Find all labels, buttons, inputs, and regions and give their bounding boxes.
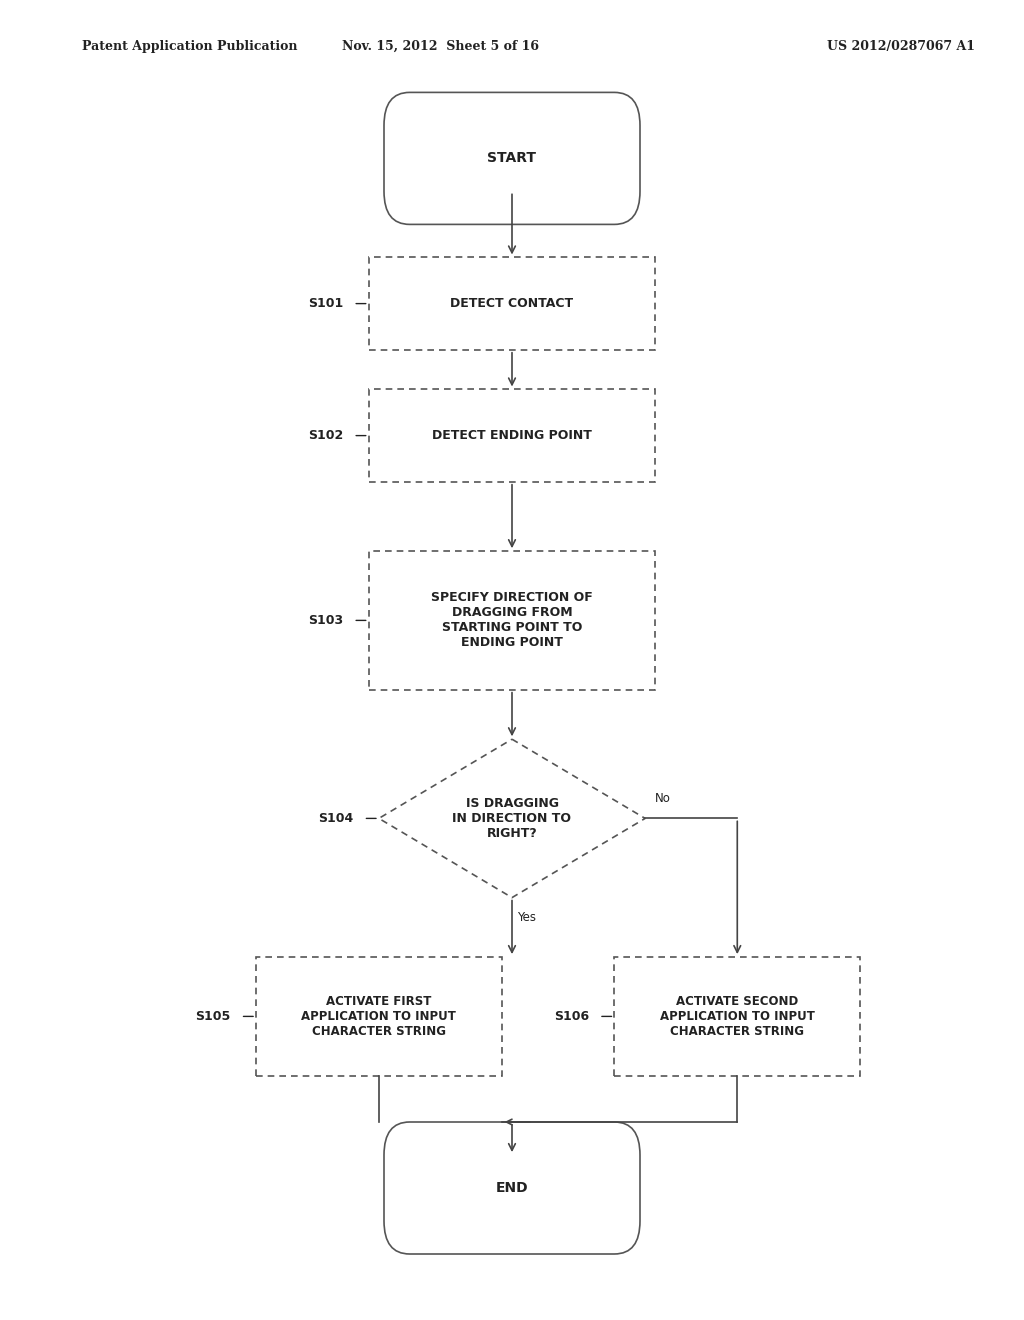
Text: S102: S102 [308, 429, 343, 442]
Text: FIG. 5: FIG. 5 [477, 102, 547, 123]
Text: S106: S106 [554, 1010, 589, 1023]
Text: S105: S105 [196, 1010, 230, 1023]
Text: Patent Application Publication: Patent Application Publication [82, 40, 297, 53]
Text: No: No [655, 792, 672, 805]
Text: S103: S103 [308, 614, 343, 627]
Bar [614, 957, 860, 1076]
Polygon shape [379, 739, 645, 898]
Bar [369, 552, 655, 689]
Text: START: START [487, 152, 537, 165]
Text: ACTIVATE FIRST
APPLICATION TO INPUT
CHARACTER STRING: ACTIVATE FIRST APPLICATION TO INPUT CHAR… [301, 995, 457, 1038]
Text: DETECT ENDING POINT: DETECT ENDING POINT [432, 429, 592, 442]
Text: US 2012/0287067 A1: US 2012/0287067 A1 [827, 40, 975, 53]
Bar [369, 257, 655, 350]
Text: SPECIFY DIRECTION OF
DRAGGING FROM
STARTING POINT TO
ENDING POINT: SPECIFY DIRECTION OF DRAGGING FROM START… [431, 591, 593, 649]
Text: IS DRAGGING
IN DIRECTION TO
RIGHT?: IS DRAGGING IN DIRECTION TO RIGHT? [453, 797, 571, 840]
FancyBboxPatch shape [384, 92, 640, 224]
FancyBboxPatch shape [384, 1122, 640, 1254]
Bar [256, 957, 502, 1076]
Text: S101: S101 [308, 297, 343, 310]
Text: DETECT CONTACT: DETECT CONTACT [451, 297, 573, 310]
Text: Nov. 15, 2012  Sheet 5 of 16: Nov. 15, 2012 Sheet 5 of 16 [342, 40, 539, 53]
Text: ACTIVATE SECOND
APPLICATION TO INPUT
CHARACTER STRING: ACTIVATE SECOND APPLICATION TO INPUT CHA… [659, 995, 815, 1038]
Bar [369, 389, 655, 482]
Text: END: END [496, 1181, 528, 1195]
Text: S104: S104 [318, 812, 353, 825]
Text: Yes: Yes [517, 911, 537, 924]
